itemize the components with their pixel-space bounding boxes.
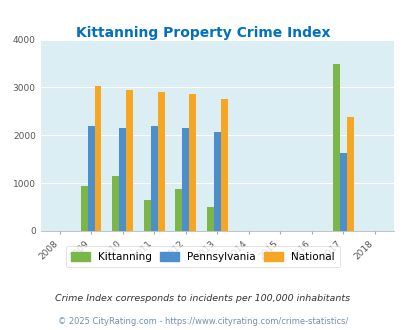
- Legend: Kittanning, Pennsylvania, National: Kittanning, Pennsylvania, National: [66, 247, 339, 267]
- Bar: [213, 132, 220, 231]
- Bar: [206, 207, 213, 231]
- Bar: [332, 64, 339, 231]
- Bar: [143, 200, 150, 231]
- Bar: [87, 126, 94, 231]
- Bar: [175, 189, 182, 231]
- Bar: [339, 153, 346, 231]
- Text: Crime Index corresponds to incidents per 100,000 inhabitants: Crime Index corresponds to incidents per…: [55, 294, 350, 303]
- Bar: [220, 99, 227, 231]
- Bar: [182, 128, 189, 231]
- Bar: [346, 117, 353, 231]
- Bar: [94, 85, 101, 231]
- Bar: [150, 126, 157, 231]
- Text: Kittanning Property Crime Index: Kittanning Property Crime Index: [76, 26, 329, 40]
- Bar: [126, 90, 133, 231]
- Bar: [189, 94, 196, 231]
- Bar: [112, 176, 119, 231]
- Bar: [157, 92, 164, 231]
- Bar: [81, 185, 87, 231]
- Text: © 2025 CityRating.com - https://www.cityrating.com/crime-statistics/: © 2025 CityRating.com - https://www.city…: [58, 317, 347, 326]
- Bar: [119, 128, 126, 231]
